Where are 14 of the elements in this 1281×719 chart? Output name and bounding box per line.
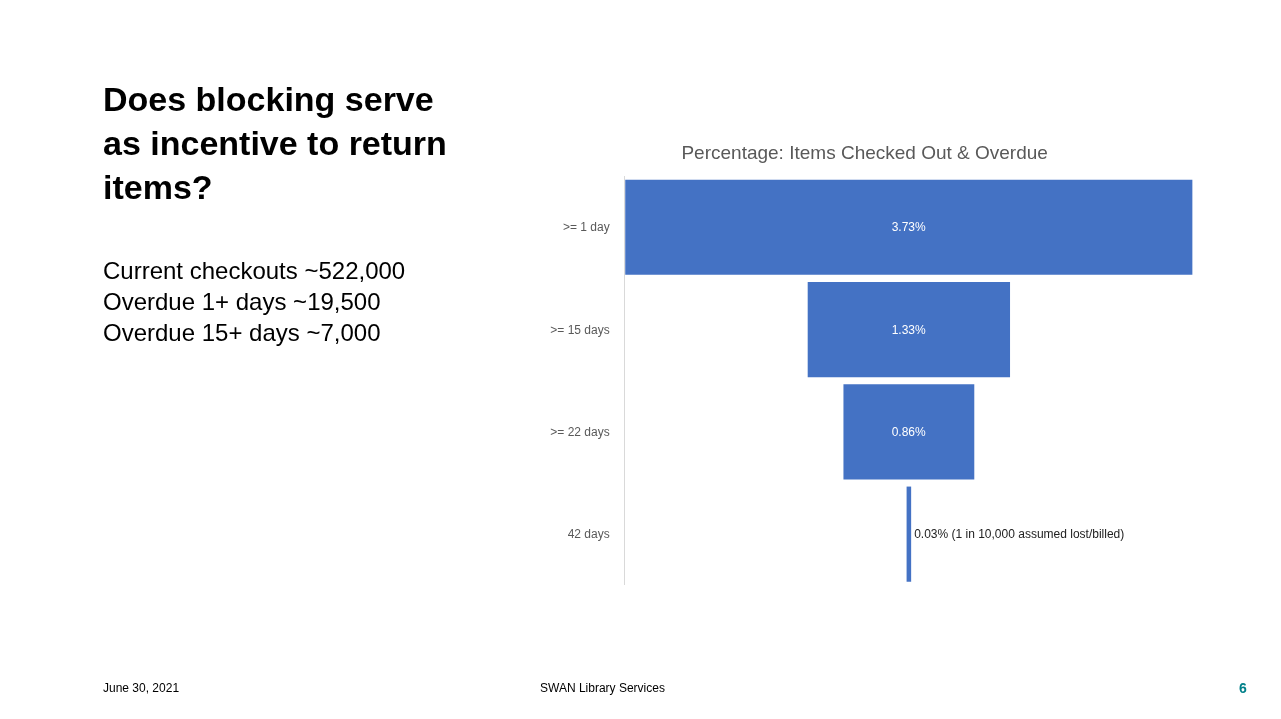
category-label: >= 15 days — [550, 322, 610, 337]
category-label: >= 1 day — [563, 220, 610, 235]
data-label: 3.73% — [891, 220, 927, 235]
data-label: 1.33% — [891, 322, 927, 337]
category-label: >= 22 days — [550, 425, 610, 440]
text: Current checkouts ~522,000 Overdue 1+ days ~19,500 Overdue 15+ days ~7,000 — [103, 257, 406, 347]
text: SWAN Library Services — [540, 681, 665, 695]
text: June 30, 2021 — [103, 681, 180, 695]
data-label: 0.03% (1 in 10,000 assumed lost/billed) — [914, 527, 1125, 542]
category-label: 42 days — [567, 527, 610, 542]
data-label: 0.86% — [891, 424, 927, 439]
text: Does blocking serve as incentive to return items? — [103, 80, 447, 207]
text: 6 — [1239, 680, 1247, 696]
text: Percentage: Items Checked Out & Overdue — [681, 141, 1048, 163]
